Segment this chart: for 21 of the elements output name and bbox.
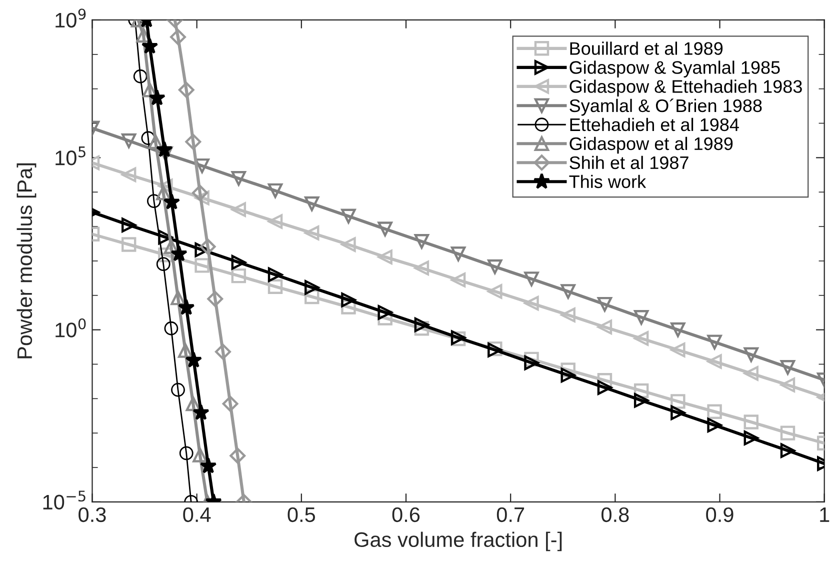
legend-label: Gidaspow et al 1989 [570,136,733,154]
legend-label: Syamlal & O´Brien 1988 [570,98,762,116]
y-axis-title: Powder modulus [Pa] [16,163,36,358]
legend-label: Gidaspow & Syamlal 1985 [570,60,780,78]
x-tick-label: 0.3 [78,507,106,522]
x-tick-label: 0.6 [392,507,420,522]
y-tick-label: 10$^{9}$ [56,8,86,28]
x-axis-title: Gas volume fraction [-] [354,532,562,552]
legend-label: Bouillard et al 1989 [570,42,723,55]
x-tick-label: 0.4 [183,507,211,522]
x-tick-label: 0.7 [496,507,524,522]
x-tick-label: 0.5 [288,507,316,522]
y-tick-label: 10$^{5}$ [56,146,86,166]
y-tick-label: 10$^{0}$ [56,318,86,338]
legend-label: Ettehadieh et al 1984 [570,118,739,132]
x-tick-label: 1 [820,508,830,522]
legend-label: This work [569,174,646,188]
legend-label: Shih et al 1987 [570,156,688,170]
x-tick-label: 0.8 [602,507,629,522]
legend-label: Gidaspow & Ettehadieh 1983 [570,80,802,96]
x-tick-label: 0.9 [706,507,734,522]
